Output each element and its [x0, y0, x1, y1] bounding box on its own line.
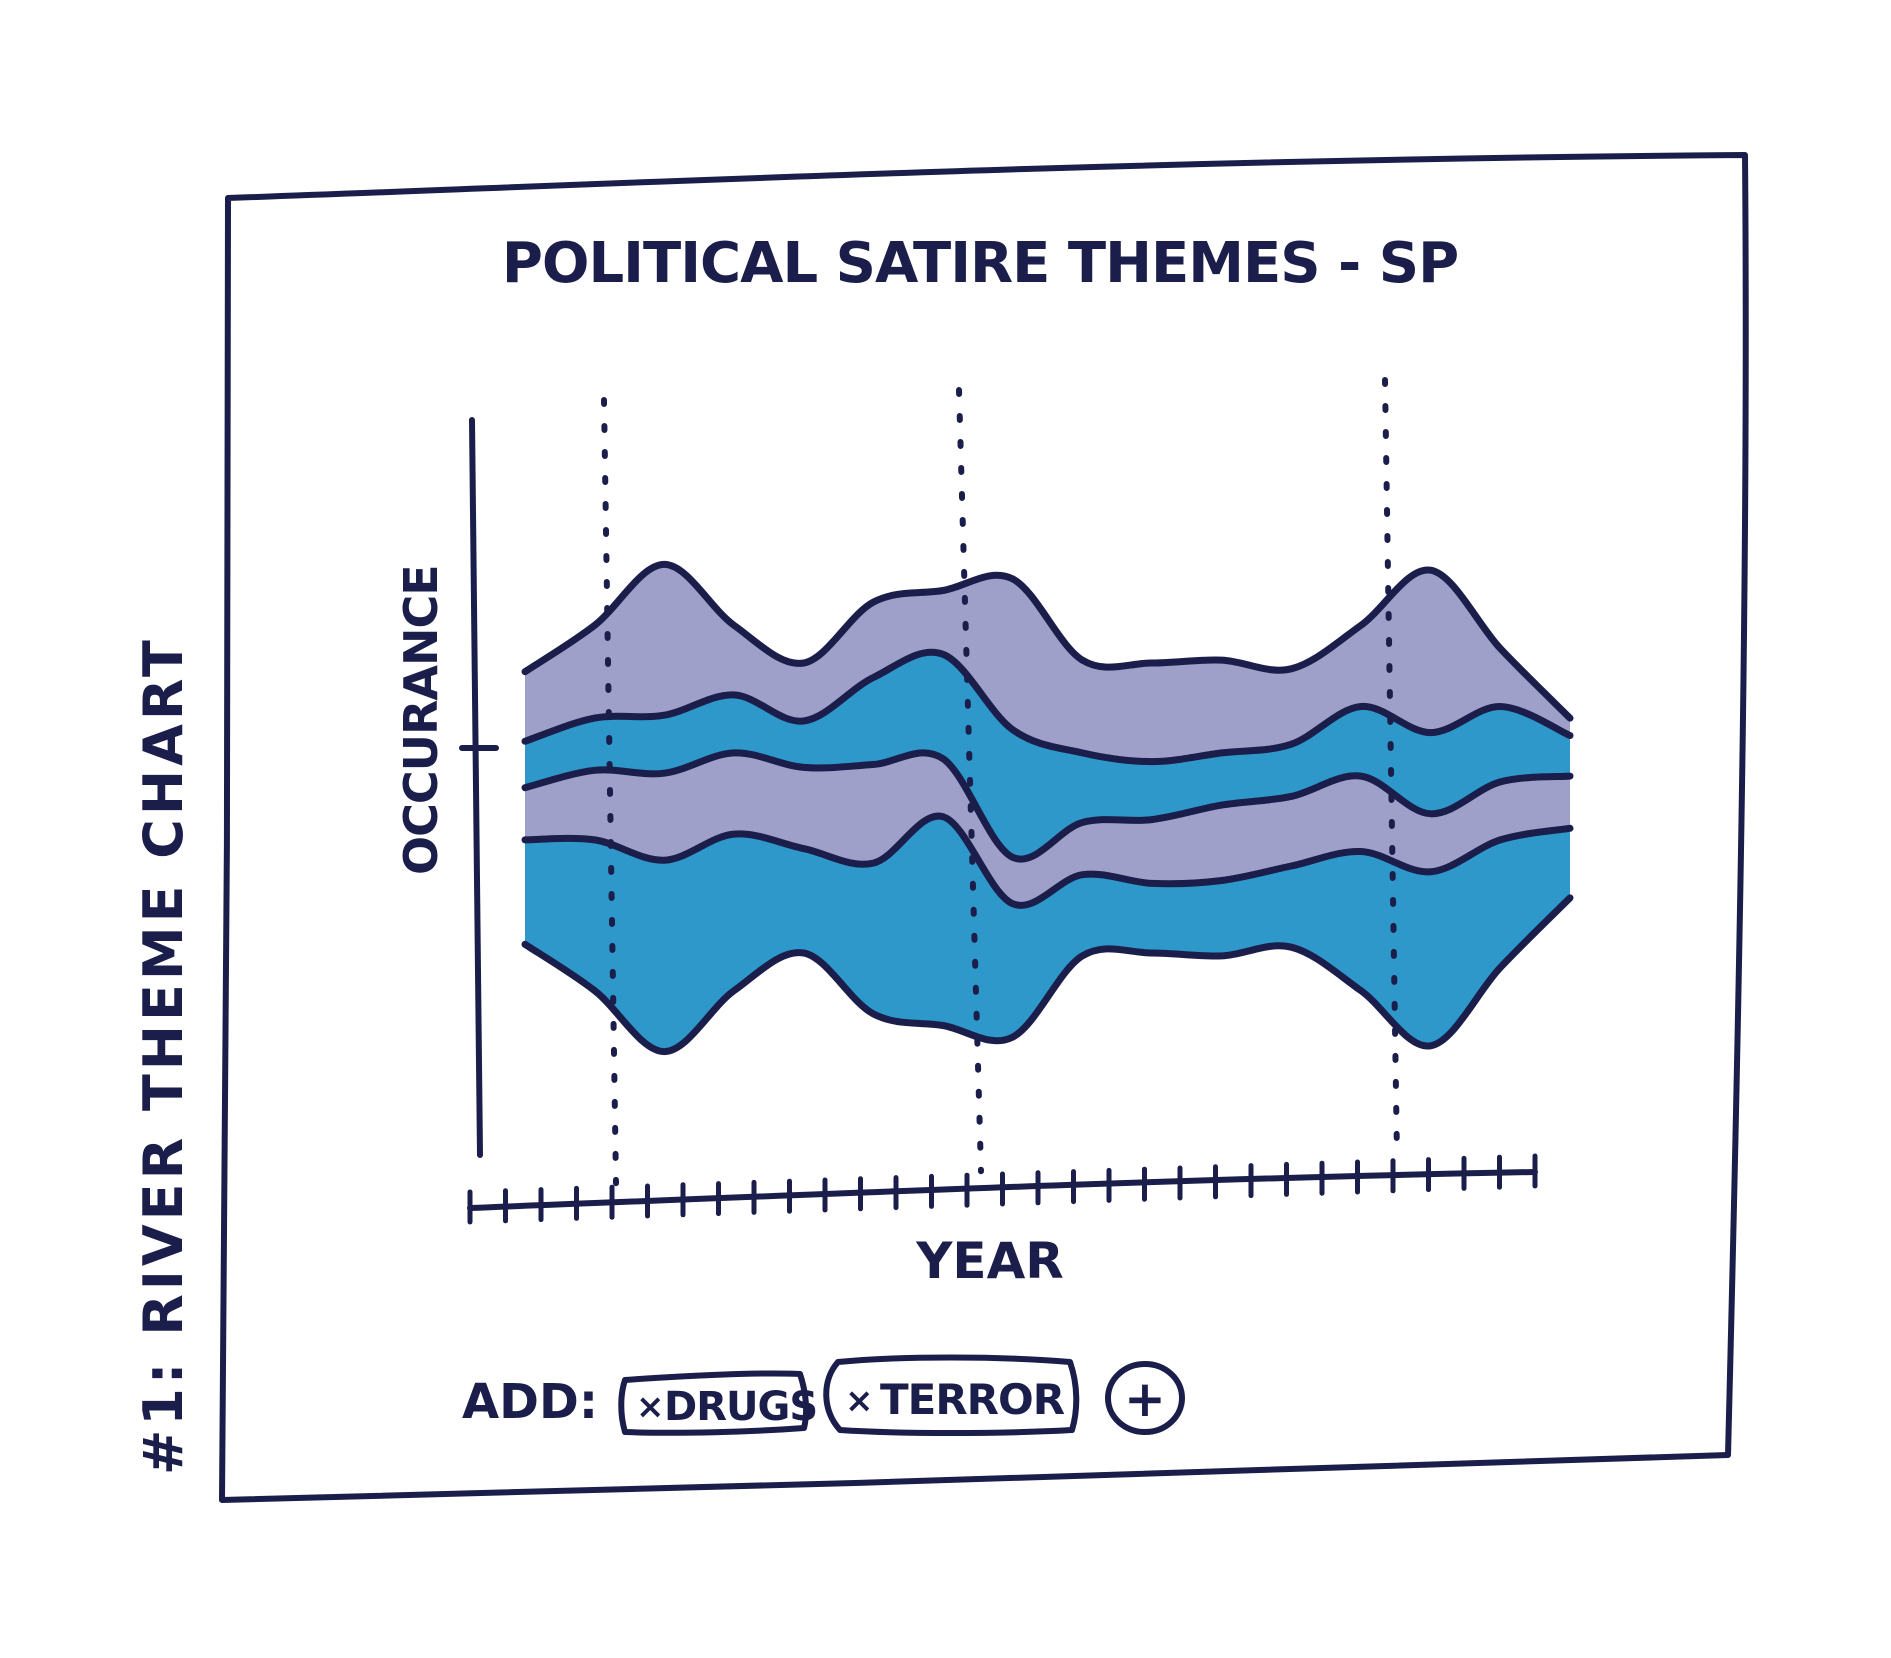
add-circle — [1105, 1361, 1185, 1435]
remove-drugs-icon[interactable]: × — [636, 1387, 665, 1427]
theme-chip-drugs[interactable]: × DRUGS — [618, 1370, 818, 1436]
stream-layers — [521, 560, 1574, 1056]
side-title: #1: RIVER THEME CHART — [132, 636, 195, 1475]
stream-boundary-line — [521, 894, 1574, 1056]
plus-icon: + — [1124, 1370, 1166, 1428]
highlight-guide-line — [601, 397, 619, 1187]
chip-border — [823, 1354, 1080, 1436]
theme-chip-terror[interactable]: × TERROR — [823, 1354, 1080, 1436]
stream-layer-4 — [525, 816, 1570, 1052]
y-axis — [469, 417, 483, 1158]
highlight-guides — [601, 377, 1400, 1187]
add-label: ADD: — [462, 1374, 598, 1430]
x-axis-ticks — [467, 1153, 1538, 1225]
stream-boundary-line — [521, 812, 1574, 909]
stream-layer-2 — [525, 652, 1570, 860]
frame-border — [219, 152, 1749, 1503]
stream-layer-1 — [525, 564, 1570, 762]
highlight-guide-line — [1382, 377, 1400, 1160]
add-theme-button[interactable]: + — [1105, 1361, 1185, 1435]
chip-border — [618, 1370, 810, 1436]
x-axis-label: YEAR — [915, 1232, 1064, 1290]
chip-label-terror: TERROR — [880, 1375, 1065, 1424]
chart-title: POLITICAL SATIRE THEMES - SP — [502, 231, 1458, 296]
y-axis-label: OCCURANCE — [394, 565, 448, 875]
chip-label-drugs: DRUGS — [664, 1384, 817, 1430]
stream-boundary-line — [521, 560, 1574, 722]
remove-terror-icon[interactable]: × — [845, 1381, 874, 1421]
stream-boundary-line — [521, 749, 1574, 863]
stream-boundary-line — [521, 648, 1574, 766]
highlight-guide-line — [956, 387, 984, 1175]
